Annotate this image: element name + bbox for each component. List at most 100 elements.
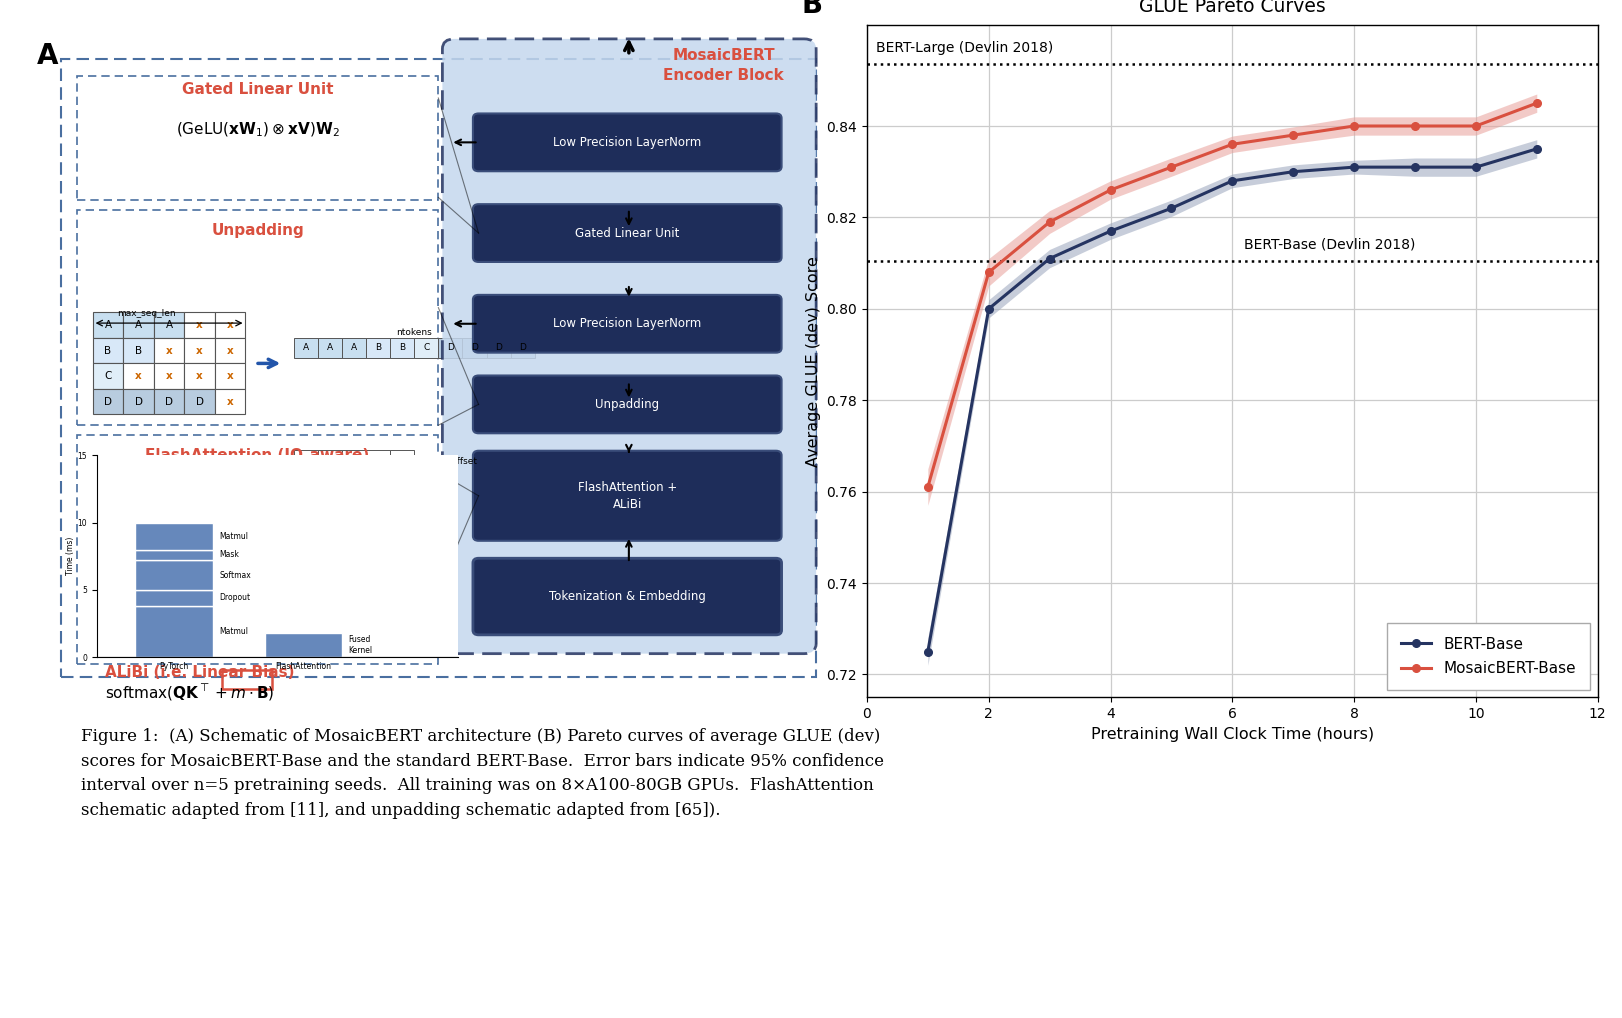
X-axis label: Pretraining Wall Clock Time (hours): Pretraining Wall Clock Time (hours) <box>1090 727 1374 741</box>
Text: 5: 5 <box>350 456 357 464</box>
Text: Unpadding: Unpadding <box>211 223 303 238</box>
Text: 10: 10 <box>396 456 409 464</box>
Bar <box>342 338 367 358</box>
BERT-Base <box>1283 166 1302 178</box>
Text: ntokens: ntokens <box>396 328 431 337</box>
Bar <box>154 389 185 414</box>
BERT-Base <box>1405 161 1424 173</box>
Text: A: A <box>350 343 357 352</box>
Bar <box>154 338 185 363</box>
MosaicBERT-Base <box>980 266 999 278</box>
FancyBboxPatch shape <box>474 295 782 352</box>
Text: Unpadding: Unpadding <box>595 398 659 411</box>
Text: x: x <box>196 372 203 381</box>
Bar <box>462 338 487 358</box>
MosaicBERT-Base <box>1283 129 1302 142</box>
Bar <box>185 363 214 389</box>
Text: max_seq_len: max_seq_len <box>117 309 175 319</box>
Text: A: A <box>104 320 112 330</box>
Text: x: x <box>227 346 234 355</box>
Text: $\mathrm{softmax}(\mathbf{QK}^\top + m \cdot \mathbf{B})$: $\mathrm{softmax}(\mathbf{QK}^\top + m \… <box>105 682 274 702</box>
Bar <box>92 389 123 414</box>
Bar <box>123 338 154 363</box>
MosaicBERT-Base <box>1526 97 1546 109</box>
Bar <box>92 363 123 389</box>
Text: x: x <box>165 372 172 381</box>
Text: D: D <box>519 343 526 352</box>
Bar <box>185 313 214 338</box>
Text: D: D <box>135 397 143 407</box>
Text: FlashAttention (IO-aware): FlashAttention (IO-aware) <box>146 448 370 463</box>
Text: D: D <box>196 397 204 407</box>
Text: FlashAttention +
ALiBi: FlashAttention + ALiBi <box>577 480 676 511</box>
Bar <box>154 363 185 389</box>
Bar <box>367 338 391 358</box>
Text: Low Precision LayerNorm: Low Precision LayerNorm <box>553 318 701 330</box>
Text: BERT-Large (Devlin 2018): BERT-Large (Devlin 2018) <box>876 41 1053 55</box>
Text: batch_size + 1: batch_size + 1 <box>321 473 388 483</box>
MosaicBERT-Base <box>918 480 938 493</box>
Text: A: A <box>135 320 143 330</box>
FancyBboxPatch shape <box>474 113 782 171</box>
Bar <box>154 313 185 338</box>
Bar <box>214 363 245 389</box>
Text: B: B <box>135 346 143 355</box>
FancyBboxPatch shape <box>474 205 782 262</box>
Text: A: A <box>303 343 308 352</box>
Bar <box>214 389 245 414</box>
BERT-Base <box>1526 143 1546 155</box>
Bar <box>123 313 154 338</box>
Text: A: A <box>165 320 172 330</box>
Text: Gated Linear Unit: Gated Linear Unit <box>576 227 680 239</box>
Text: Encoder Block: Encoder Block <box>663 68 783 83</box>
FancyBboxPatch shape <box>474 376 782 434</box>
MosaicBERT-Base <box>1040 216 1059 228</box>
FancyBboxPatch shape <box>443 39 816 654</box>
Text: A: A <box>36 43 58 70</box>
MosaicBERT-Base <box>1466 120 1486 132</box>
Text: batch_offset: batch_offset <box>420 456 477 464</box>
Text: x: x <box>165 346 172 355</box>
Text: B: B <box>104 346 112 355</box>
Text: D: D <box>165 397 174 407</box>
MosaicBERT-Base <box>1345 120 1364 132</box>
BERT-Base <box>1161 203 1181 215</box>
MosaicBERT-Base <box>1101 184 1121 196</box>
Text: 0: 0 <box>303 456 308 464</box>
FancyBboxPatch shape <box>474 558 782 635</box>
Bar <box>414 338 438 358</box>
Bar <box>92 338 123 363</box>
Text: D: D <box>470 343 478 352</box>
Bar <box>318 338 342 358</box>
Line: MosaicBERT-Base: MosaicBERT-Base <box>925 100 1541 491</box>
Text: x: x <box>196 320 203 330</box>
MosaicBERT-Base <box>1405 120 1424 132</box>
Bar <box>185 389 214 414</box>
BERT-Base <box>1223 175 1242 187</box>
Line: BERT-Base: BERT-Base <box>925 145 1541 656</box>
Bar <box>294 450 318 470</box>
Bar <box>511 338 535 358</box>
MosaicBERT-Base <box>1161 161 1181 173</box>
Text: x: x <box>227 320 234 330</box>
Title: GLUE Pareto Curves: GLUE Pareto Curves <box>1139 0 1325 15</box>
Text: MosaicBERT: MosaicBERT <box>673 48 775 63</box>
Text: 6: 6 <box>375 456 381 464</box>
Text: 3: 3 <box>328 456 333 464</box>
FancyBboxPatch shape <box>474 451 782 541</box>
Text: Figure 1:  (A) Schematic of MosaicBERT architecture (B) Pareto curves of average: Figure 1: (A) Schematic of MosaicBERT ar… <box>81 728 884 819</box>
Text: Low Precision LayerNorm: Low Precision LayerNorm <box>553 135 701 149</box>
BERT-Base <box>1040 252 1059 265</box>
Bar <box>487 338 511 358</box>
Text: Gated Linear Unit: Gated Linear Unit <box>182 81 333 97</box>
Bar <box>294 338 318 358</box>
Text: B: B <box>399 343 406 352</box>
Bar <box>92 313 123 338</box>
Bar <box>342 450 367 470</box>
Bar <box>214 338 245 363</box>
BERT-Base <box>1101 225 1121 237</box>
Text: Tokenization & Embedding: Tokenization & Embedding <box>548 590 706 603</box>
Bar <box>185 338 214 363</box>
BERT-Base <box>1466 161 1486 173</box>
Text: BERT-Base (Devlin 2018): BERT-Base (Devlin 2018) <box>1244 237 1416 251</box>
